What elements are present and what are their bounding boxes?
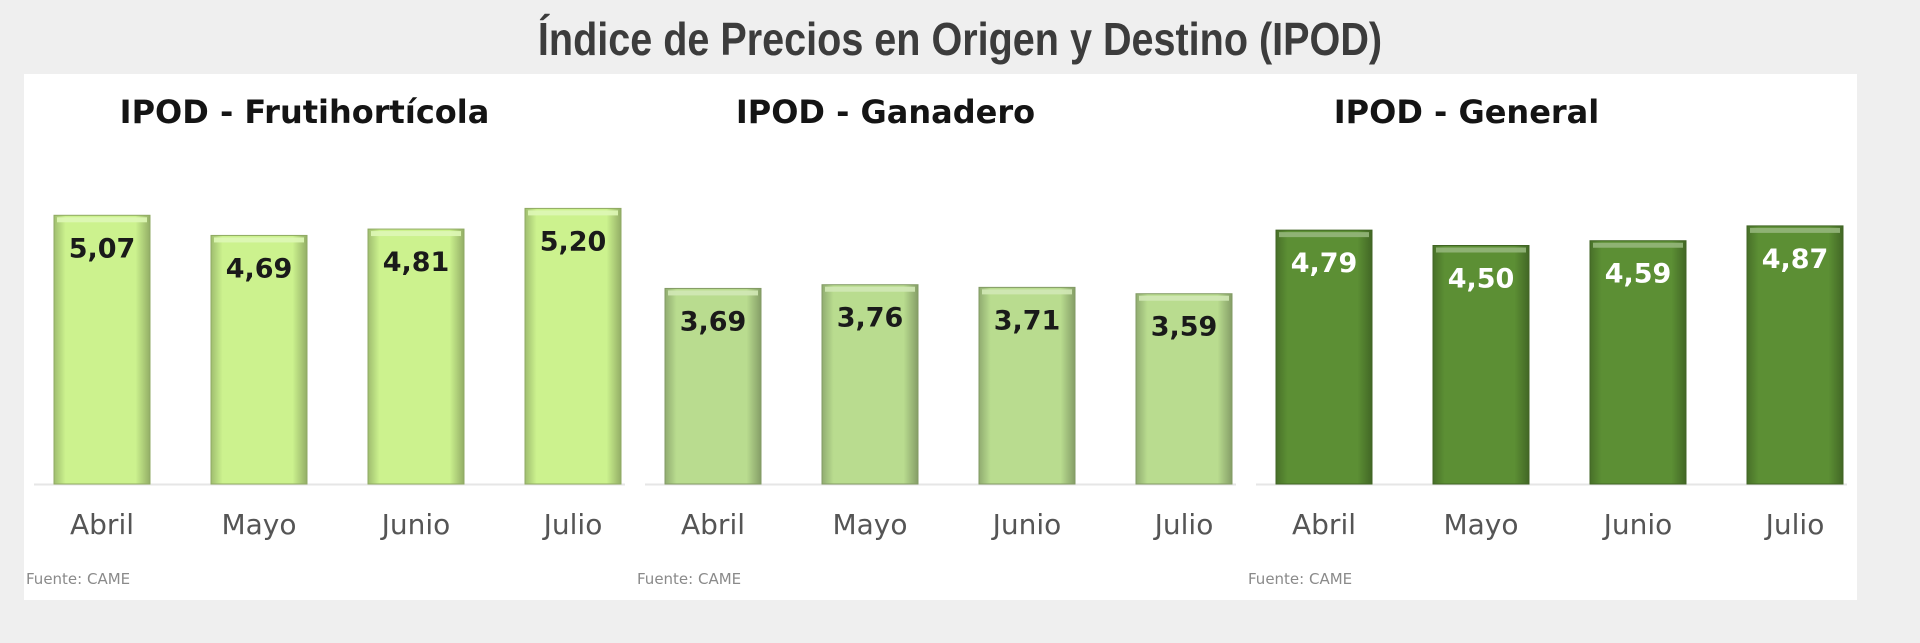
chart-title: IPOD - Frutihortícola [120,93,490,131]
bar-highlight [214,237,304,243]
category-label: Mayo [221,508,296,541]
bar-highlight [1593,242,1683,248]
category-label: Junio [991,508,1062,541]
value-label: 4,79 [1291,248,1358,279]
bar-highlight [825,286,915,292]
value-label: 4,69 [226,253,293,284]
bar [664,287,762,485]
bar-highlight [982,289,1072,295]
category-label: Abril [70,508,134,541]
bar-highlight [1436,247,1526,253]
value-label: 5,20 [540,226,607,257]
category-label: Junio [380,508,451,541]
bar [524,207,622,485]
category-label: Mayo [1443,508,1518,541]
page-title: Índice de Precios en Origen y Destino (I… [537,13,1383,65]
value-label: 4,87 [1762,244,1829,275]
bar [210,234,308,485]
chart-1: IPOD - Frutihortícola 5,07 Abril 4,69 Mayo 4,… [26,93,625,588]
chart-title: IPOD - General [1334,93,1599,131]
bar-highlight [528,210,618,216]
bar [1589,240,1687,485]
charts-svg: IPOD - Frutihortícola 5,07 Abril 4,69 Mayo 4,… [26,93,1847,588]
bar-highlight [1279,232,1369,238]
source-label: Fuente: CAME [26,570,130,588]
charts-panel: IPOD - Frutihortícola 5,07 Abril 4,69 Mayo 4,… [24,74,1857,600]
category-label: Abril [681,508,745,541]
category-label: Julio [1153,508,1214,541]
category-label: Abril [1292,508,1356,541]
chart-2: IPOD - Ganadero 3,69 Abril 3,76 Mayo 3,71 Juni… [637,93,1236,588]
value-label: 3,76 [837,303,904,334]
bar [1432,245,1530,485]
bar [821,284,919,485]
value-label: 5,07 [69,233,136,264]
bar-highlight [668,290,758,296]
value-label: 3,59 [1151,312,1218,343]
bar [978,286,1076,485]
bar [367,228,465,485]
category-label: Junio [1602,508,1673,541]
bar [53,214,151,485]
chart-3: IPOD - General 4,79 Abril 4,50 Mayo 4,59 Junio… [1248,93,1847,588]
category-label: Mayo [832,508,907,541]
category-label: Julio [1764,508,1825,541]
bar-highlight [371,231,461,237]
source-label: Fuente: CAME [1248,570,1352,588]
value-label: 4,50 [1448,264,1515,295]
bar [1746,225,1844,485]
source-label: Fuente: CAME [637,570,741,588]
bar [1135,293,1233,485]
value-label: 3,71 [994,305,1061,336]
value-label: 4,81 [383,247,450,278]
bar-highlight [1139,295,1229,301]
chart-title: IPOD - Ganadero [736,93,1035,131]
bar-highlight [1750,227,1840,233]
value-label: 3,69 [680,306,747,337]
bar-highlight [57,217,147,223]
category-label: Julio [542,508,603,541]
bar [1275,229,1373,485]
value-label: 4,59 [1605,259,1672,290]
